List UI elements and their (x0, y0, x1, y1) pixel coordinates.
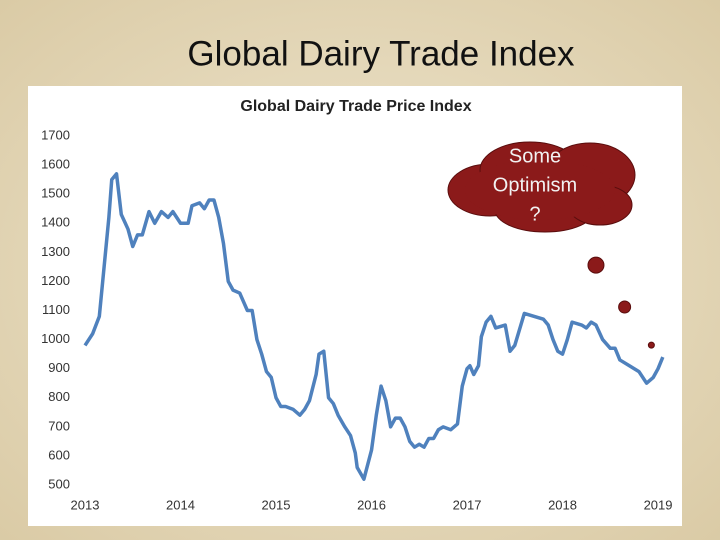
y-tick-label: 1400 (41, 215, 70, 230)
y-tick-label: 1700 (41, 127, 70, 142)
y-tick-label: 1000 (41, 331, 70, 346)
y-tick-label: 800 (48, 389, 70, 404)
y-tick-label: 700 (48, 418, 70, 433)
slide-title: Global Dairy Trade Index (187, 34, 575, 73)
annotation-text: Optimism (493, 174, 577, 196)
y-tick-label: 1600 (41, 157, 70, 172)
highlight-point (647, 341, 655, 349)
x-tick-label: 2018 (548, 497, 577, 512)
highlight-point (618, 300, 632, 314)
y-tick-label: 600 (48, 447, 70, 462)
y-tick-label: 1100 (42, 302, 70, 317)
y-tick-label: 500 (48, 476, 70, 491)
annotation-text: Some (509, 145, 561, 167)
x-tick-label: 2013 (71, 497, 100, 512)
y-tick-label: 1500 (41, 186, 70, 201)
chart-title: Global Dairy Trade Price Index (240, 98, 471, 115)
y-tick-label: 900 (48, 360, 70, 375)
annotation-cloud (447, 141, 636, 233)
y-tick-label: 1300 (41, 244, 70, 259)
highlight-point (587, 256, 605, 274)
x-tick-label: 2016 (357, 497, 386, 512)
x-tick-label: 2019 (644, 497, 673, 512)
x-tick-label: 2017 (453, 497, 482, 512)
x-tick-label: 2015 (262, 497, 291, 512)
annotation-text: ? (529, 203, 540, 225)
x-tick-label: 2014 (166, 497, 195, 512)
price-line (83, 172, 665, 481)
y-tick-label: 1200 (41, 273, 70, 288)
